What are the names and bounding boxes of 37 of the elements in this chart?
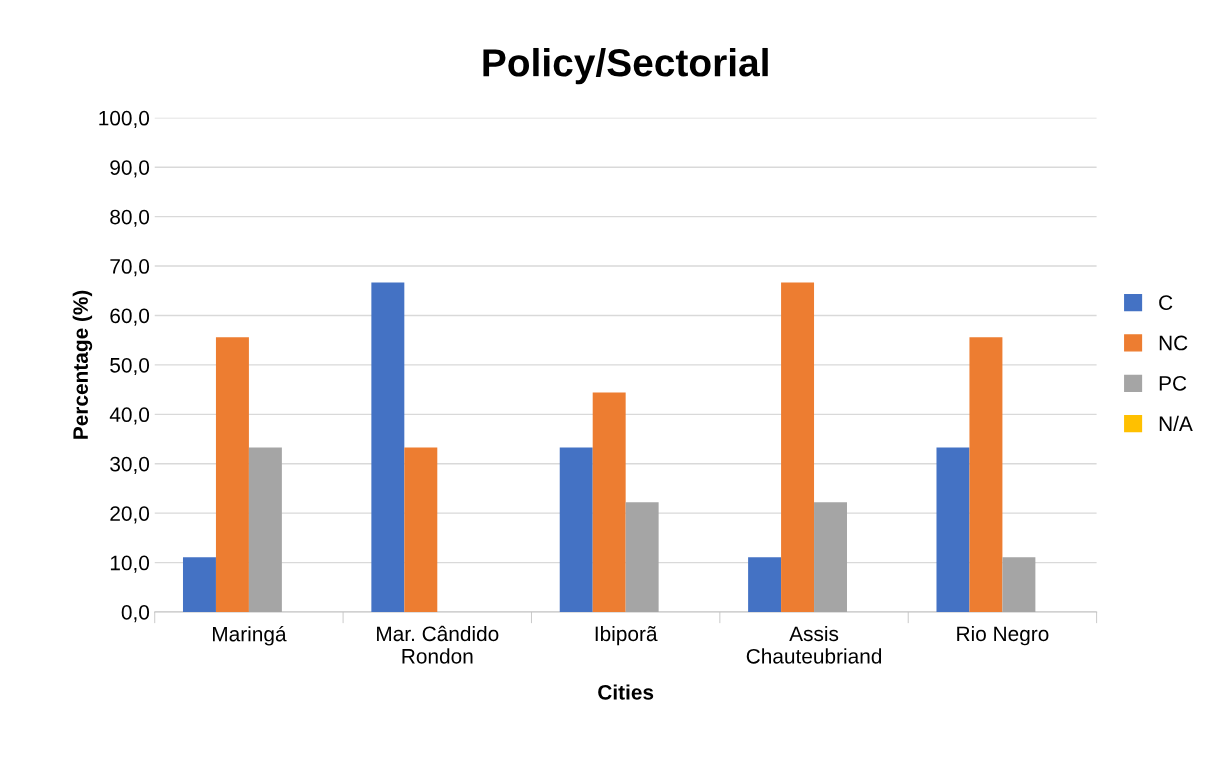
x-tick-label: Mar. Cândido Rondon [377,625,499,664]
x-tick-label: Maringá [212,625,287,646]
y-tick-label: 30,0 [110,456,150,474]
bar [748,557,782,612]
bar [625,502,659,612]
y-tick-label: 80,0 [110,209,150,227]
bar [559,447,593,612]
bar [1002,557,1036,612]
x-axis-title: Cities [598,684,654,700]
x-tick-label: Assis Chauteubriand [746,625,882,664]
bar [371,282,405,612]
legend-label: NC [1159,335,1188,351]
bar [936,447,970,612]
y-tick-label: 60,0 [110,308,150,326]
bar [215,337,249,612]
y-tick-label: 0,0 [121,605,150,623]
legend-label: N/A [1159,415,1193,432]
y-tick-label: 70,0 [110,259,150,277]
x-tick-label: Ibiporã [595,625,658,646]
bar [248,447,282,612]
y-axis-title: Percentage (%) [72,290,93,439]
y-tick-label: 40,0 [109,407,150,425]
bar [969,337,1003,612]
legend-label: PC [1159,375,1187,391]
x-tick-label: Rio Negro [957,625,1049,646]
bar [592,392,626,612]
legend-label: C [1159,295,1173,311]
bar [781,282,815,612]
y-tick-label: 20,0 [110,506,150,524]
bar [182,557,216,612]
y-tick-label: 10,0 [110,555,150,573]
y-tick-label: 100,0 [99,110,150,129]
chart-title: Policy/Sectorial [483,47,768,85]
y-tick-label: 50,0 [110,357,150,376]
bar [404,447,438,612]
y-tick-label: 90,0 [110,160,150,178]
bar [814,502,848,612]
